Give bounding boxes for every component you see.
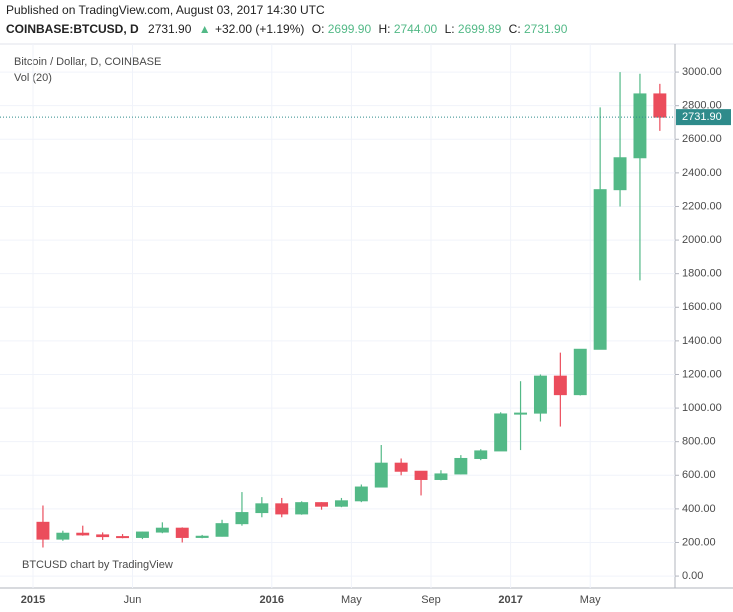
watermark: BTCUSD chart by TradingView xyxy=(22,559,173,571)
candle-body xyxy=(96,534,110,538)
candle-body xyxy=(573,348,587,396)
last: 2731.90 xyxy=(148,22,192,36)
candle-body xyxy=(414,470,428,480)
x-tick-label: 2016 xyxy=(260,594,284,606)
y-tick-label: 1800.00 xyxy=(682,268,722,280)
candle-body xyxy=(315,502,329,507)
candle-body xyxy=(155,527,169,533)
published: Published on TradingView.com, August 03,… xyxy=(6,3,325,17)
candle-body xyxy=(633,93,647,159)
candle-body xyxy=(394,462,408,472)
candle-body xyxy=(533,375,547,414)
high: 2744.00 xyxy=(394,22,438,36)
candle-body xyxy=(255,503,269,514)
y-tick-label: 600.00 xyxy=(682,469,716,481)
open-label: O: xyxy=(312,22,325,36)
candle-body xyxy=(36,521,50,540)
candle-body xyxy=(235,512,249,525)
x-tick-label: Jun xyxy=(124,594,142,606)
last-price-label: 2731.90 xyxy=(682,111,722,123)
x-tick-label: May xyxy=(580,594,601,606)
x-tick-label: 2017 xyxy=(498,594,522,606)
candle-body xyxy=(553,375,567,396)
low: 2699.89 xyxy=(458,22,502,36)
low-label: L: xyxy=(445,22,455,36)
candle-body xyxy=(295,502,309,515)
candle-body xyxy=(434,473,448,480)
candle-body xyxy=(354,486,368,502)
candle-body xyxy=(334,500,348,507)
candle-body xyxy=(275,503,289,515)
candle-body xyxy=(135,531,149,538)
x-tick-label: Sep xyxy=(421,594,441,606)
candle-body xyxy=(613,157,627,191)
y-tick-label: 2000.00 xyxy=(682,234,722,246)
last-price-box xyxy=(676,109,731,126)
candle-body xyxy=(374,462,388,488)
close-label: C: xyxy=(509,22,521,36)
y-tick-label: 2800.00 xyxy=(682,100,722,112)
symbol: COINBASE:BTCUSD, D xyxy=(6,22,139,36)
candle-body xyxy=(653,93,667,118)
close: 2731.90 xyxy=(524,22,568,36)
y-tick-label: 0.00 xyxy=(682,570,703,582)
candle-body xyxy=(593,189,607,350)
candle-body xyxy=(454,457,468,475)
quote-line: COINBASE:BTCUSD, D 2731.90 ▲ +32.00 (+1.… xyxy=(6,22,568,36)
candle-body xyxy=(494,413,508,452)
y-tick-label: 1000.00 xyxy=(682,402,722,414)
candle-body xyxy=(215,523,229,537)
y-tick-label: 800.00 xyxy=(682,436,716,448)
candle-body xyxy=(76,532,90,536)
candle-body xyxy=(175,527,189,538)
y-tick-label: 400.00 xyxy=(682,503,716,515)
y-tick-label: 2200.00 xyxy=(682,200,722,212)
y-tick-label: 2600.00 xyxy=(682,133,722,145)
x-tick-label: 2015 xyxy=(21,594,45,606)
open: 2699.90 xyxy=(328,22,372,36)
change: +32.00 (+1.19%) xyxy=(215,22,304,36)
candle-body xyxy=(474,450,488,459)
y-tick-label: 200.00 xyxy=(682,536,716,548)
y-tick-label: 1400.00 xyxy=(682,335,722,347)
candle-body xyxy=(56,532,70,540)
y-tick-label: 2400.00 xyxy=(682,167,722,179)
legend-series: Bitcoin / Dollar, D, COINBASE xyxy=(14,56,161,68)
y-tick-label: 1200.00 xyxy=(682,368,722,380)
candle-body xyxy=(195,535,209,538)
high-label: H: xyxy=(378,22,390,36)
candle-body xyxy=(116,536,130,539)
candle-body xyxy=(514,412,528,415)
x-tick-label: May xyxy=(341,594,362,606)
y-tick-label: 1600.00 xyxy=(682,301,722,313)
arrow: ▲ xyxy=(199,22,211,36)
y-tick-label: 3000.00 xyxy=(682,66,722,78)
